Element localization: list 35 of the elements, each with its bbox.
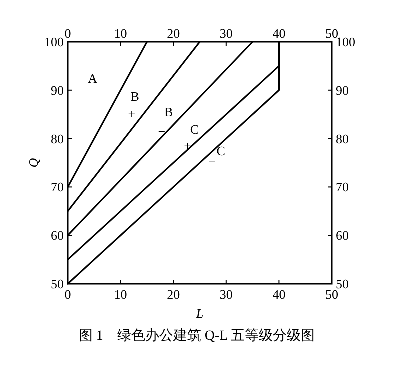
annotation: C — [190, 122, 200, 138]
y-tick-label: 100 — [44, 34, 64, 50]
y-tick-label: 70 — [51, 180, 64, 195]
x-tick-label: 20 — [167, 26, 180, 41]
annotation: B — [130, 89, 140, 104]
y-tick-label: 90 — [51, 82, 64, 98]
x-tick-label: 40 — [272, 26, 286, 41]
x2-tick-label: 40 — [272, 287, 286, 302]
y2-tick-label: 80 — [336, 131, 349, 146]
x2-tick-label: 30 — [220, 287, 233, 302]
caption: 图 1 绿色办公建筑 Q-L 五等级分级图 — [78, 328, 316, 344]
annotation: C — [216, 143, 226, 158]
x-tick-label: 10 — [114, 26, 128, 41]
y2-tick-label: 70 — [336, 180, 349, 195]
annotation: A — [88, 70, 98, 86]
annotation: + — [128, 106, 136, 122]
x-tick-label: 0 — [64, 26, 72, 41]
annotation: − — [208, 154, 216, 170]
y2-tick-label: 90 — [336, 82, 349, 98]
y-tick-label: 60 — [51, 228, 64, 244]
x2-tick-label: 50 — [326, 287, 338, 302]
x2-tick-label: 20 — [167, 287, 180, 302]
annotation: + — [184, 138, 192, 154]
x-tick-label: 30 — [220, 26, 233, 41]
x2-tick-label: 10 — [114, 287, 128, 302]
x-tick-label: 50 — [326, 26, 338, 41]
y2-tick-label: 50 — [336, 276, 349, 292]
y2-tick-label: 60 — [336, 228, 349, 244]
y-tick-label: 50 — [51, 276, 64, 292]
y-tick-label: 80 — [51, 131, 64, 146]
x2-tick-label: 0 — [64, 287, 72, 302]
annotation: − — [158, 124, 166, 140]
annotation: B — [164, 104, 174, 120]
y-axis-title: Q — [26, 158, 41, 168]
x-axis-title: L — [195, 306, 204, 321]
